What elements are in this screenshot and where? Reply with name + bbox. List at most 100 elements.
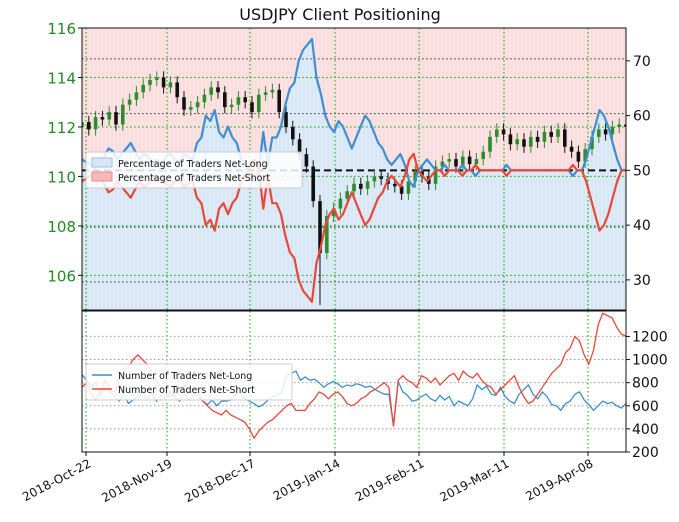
price-candle xyxy=(481,145,485,166)
price-candle xyxy=(263,86,268,101)
candle-body xyxy=(433,166,438,184)
candle-body xyxy=(175,82,179,98)
candle-body xyxy=(168,82,173,88)
price-candle xyxy=(304,147,309,173)
candle-body xyxy=(141,84,145,93)
price-candle xyxy=(257,88,261,119)
price-candle xyxy=(542,125,547,148)
candle-body xyxy=(617,124,621,127)
candle-body xyxy=(270,89,275,93)
candle-body xyxy=(495,129,499,137)
price-tick-label: 116 xyxy=(47,20,76,38)
price-candle xyxy=(182,91,186,116)
count-tick-label: 1000 xyxy=(632,353,668,369)
candle-body xyxy=(413,171,417,182)
price-candle xyxy=(563,123,567,153)
legend: Number of Traders Net-Long Number of Trad… xyxy=(85,363,293,401)
price-candle xyxy=(372,170,377,188)
price-candle xyxy=(216,81,220,99)
price-candle xyxy=(168,76,173,94)
bottom-panel-frame xyxy=(81,310,627,453)
candle-body xyxy=(338,198,343,209)
candle-body xyxy=(529,136,533,147)
price-candle xyxy=(461,150,465,173)
candle-body xyxy=(603,129,608,135)
candle-body xyxy=(345,191,349,199)
candle-body xyxy=(304,154,309,167)
candle-body xyxy=(624,124,626,127)
candle-body xyxy=(284,112,288,127)
price-candle xyxy=(284,105,288,134)
count-tick-label: 1200 xyxy=(632,329,668,345)
price-candle xyxy=(148,73,152,92)
candle-body xyxy=(515,139,519,145)
price-candle xyxy=(556,123,560,144)
candle-body xyxy=(467,156,472,165)
price-candle xyxy=(569,140,574,158)
price-candle xyxy=(535,130,540,148)
price-candle xyxy=(134,86,139,106)
legend: Percentage of Traders Net-Long Percentage… xyxy=(85,151,303,189)
candle-body xyxy=(393,183,397,187)
legend-swatch xyxy=(91,171,113,182)
price-candle xyxy=(433,160,438,191)
legend-entry: Number of Traders Net-Long xyxy=(118,371,252,382)
candle-body xyxy=(576,151,581,162)
candle-body xyxy=(223,92,227,108)
price-candle xyxy=(597,123,601,144)
price-candle xyxy=(114,105,118,131)
price-candle xyxy=(270,83,275,99)
price-candle xyxy=(277,83,281,119)
candle-body xyxy=(189,107,193,110)
legend-entry: Percentage of Traders Net-Short xyxy=(118,173,270,184)
price-candle xyxy=(223,86,227,114)
net-long-area xyxy=(82,39,626,310)
price-candle xyxy=(495,123,499,144)
price-candle xyxy=(447,152,451,168)
candle-body xyxy=(379,176,383,179)
candle-body xyxy=(121,104,125,125)
candle-body xyxy=(359,183,363,189)
price-candle xyxy=(440,155,445,173)
price-candle xyxy=(338,192,343,215)
candle-body xyxy=(569,146,574,152)
date-tick-label: 2019-Jan-14 xyxy=(271,456,343,503)
price-candle xyxy=(325,209,329,260)
candle-body xyxy=(202,94,207,103)
candle-body xyxy=(447,159,451,162)
price-candle xyxy=(127,93,132,111)
candle-body xyxy=(134,92,139,100)
price-candle xyxy=(155,71,159,87)
candle-body xyxy=(508,134,513,145)
price-candle xyxy=(549,125,553,144)
percent-tick-label: 60 xyxy=(633,109,651,125)
price-candle xyxy=(624,118,626,134)
price-candle xyxy=(467,150,472,171)
price-candle xyxy=(501,123,506,141)
date-tick-label: 2018-Dec-17 xyxy=(182,456,257,505)
price-candle xyxy=(121,98,125,131)
price-tick-label: 114 xyxy=(47,69,76,87)
candle-body xyxy=(311,166,315,202)
candle-body xyxy=(87,122,91,130)
price-candle xyxy=(522,133,526,153)
price-candle xyxy=(229,98,234,114)
percent-tick-label: 30 xyxy=(633,273,651,289)
count-tick-label: 200 xyxy=(632,445,659,461)
candle-body xyxy=(148,79,152,85)
price-candle xyxy=(82,115,84,134)
candle-body xyxy=(82,122,84,127)
price-candle xyxy=(161,71,166,94)
candle-body xyxy=(597,129,601,137)
candle-body xyxy=(542,131,547,142)
candle-body xyxy=(556,129,560,137)
percent-tick-label: 50 xyxy=(633,163,651,179)
price-candle xyxy=(365,175,370,195)
date-tick-label: 2019-Apr-08 xyxy=(523,456,595,503)
date-tick-label: 2018-Nov-19 xyxy=(99,456,174,505)
date-tick-label: 2018-Oct-22 xyxy=(20,456,93,504)
candle-body xyxy=(590,136,594,150)
price-tick-label: 106 xyxy=(47,267,76,285)
candle-body xyxy=(236,97,241,105)
